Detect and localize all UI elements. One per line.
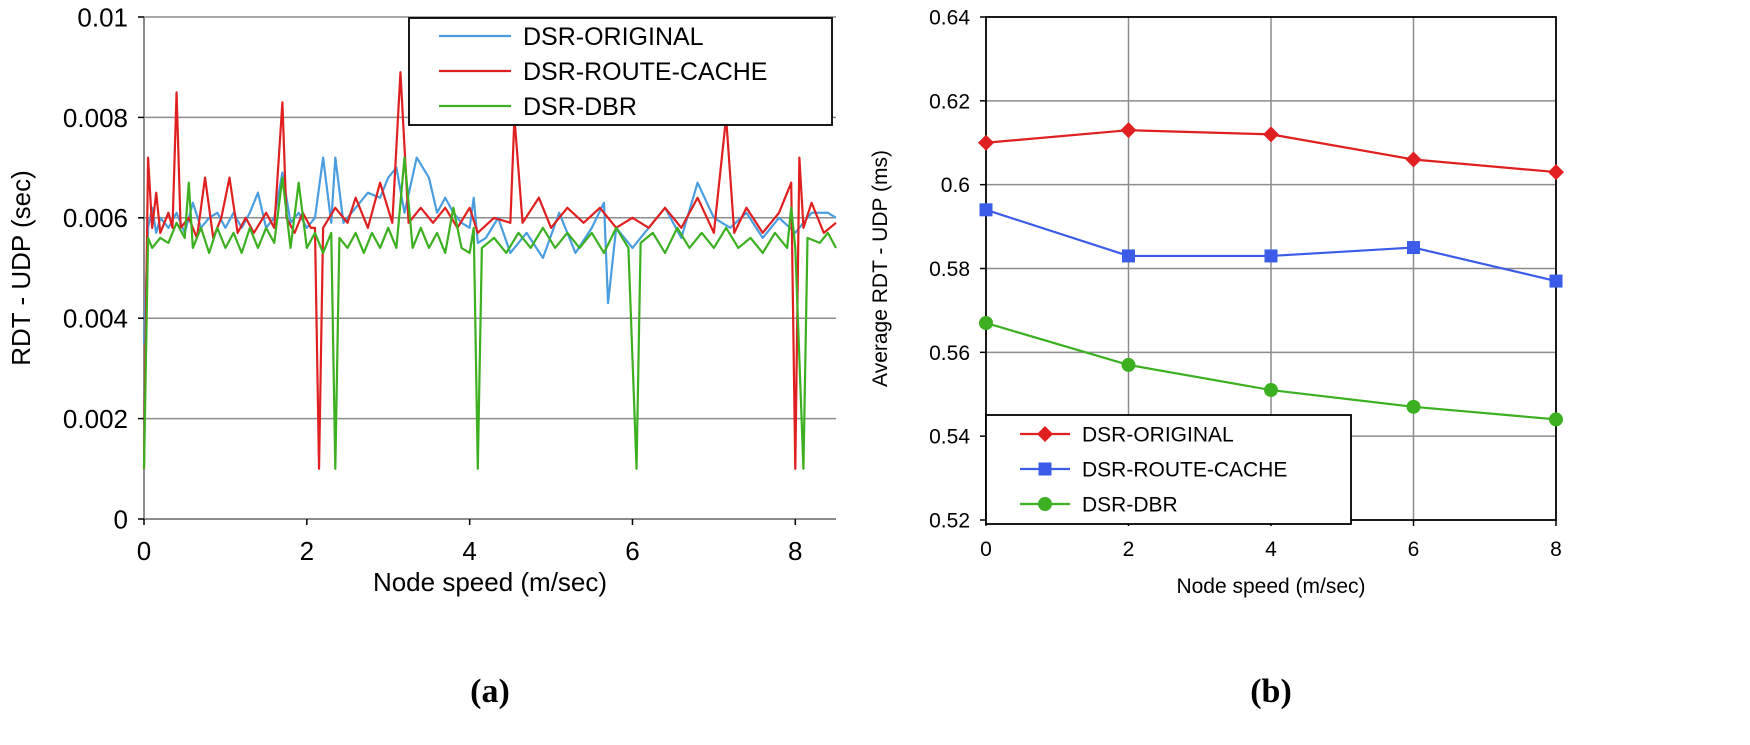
data-point — [1122, 249, 1135, 263]
panel-label: (a) — [470, 673, 510, 710]
legend-label: DSR-ORIGINAL — [523, 23, 704, 51]
legend-label: DSR-ORIGINAL — [1082, 424, 1234, 447]
x-tick-label: 8 — [1550, 538, 1562, 561]
y-tick-label: 0.56 — [929, 342, 970, 365]
y-axis-label: Average RDT - UDP (ms) — [869, 150, 892, 387]
x-tick-label: 2 — [1123, 538, 1135, 561]
legend-label: DSR-ROUTE-CACHE — [1082, 459, 1287, 482]
series-line-dsr-route-cache — [142, 71, 837, 470]
chart-b: 0 2 4 6 8 0.52 0.54 0.56 0.58 0.6 0.62 0.64 Node spe… — [869, 7, 1564, 710]
y-axis-label: RDT - UDP (sec) — [6, 170, 36, 366]
data-point — [1406, 399, 1421, 414]
y-tick-label: 0.58 — [929, 258, 970, 281]
panel-label: (b) — [1250, 673, 1292, 710]
data-point — [979, 315, 993, 330]
x-tick-label: 0 — [980, 538, 992, 561]
y-tick-label: 0.62 — [929, 90, 970, 113]
data-point — [1549, 274, 1563, 288]
data-point — [978, 134, 994, 151]
data-point — [979, 203, 993, 217]
y-tick-label: 0.54 — [929, 426, 970, 449]
legend-marker — [1038, 462, 1052, 476]
legend-label: DSR-ROUTE-CACHE — [523, 58, 767, 86]
data-point — [1548, 164, 1564, 181]
y-tick-label: 0 — [114, 504, 128, 534]
legend-label: DSR-DBR — [1082, 494, 1178, 517]
chart-a: 0 2 4 6 8 0 0.002 0.004 0.006 0.008 0.01 Node speed… — [6, 2, 837, 710]
y-tick-label: 0.008 — [63, 103, 128, 133]
data-point — [1405, 151, 1422, 168]
data-point — [1549, 412, 1563, 427]
x-tick-label: 8 — [788, 536, 802, 566]
series-line-dsr-dbr — [142, 156, 837, 470]
x-axis-label: Node speed (m/sec) — [373, 567, 607, 597]
data-point — [1121, 357, 1136, 372]
data-point — [1264, 383, 1278, 398]
y-tick-label: 0.006 — [63, 203, 128, 233]
x-tick-label: 6 — [625, 536, 639, 566]
y-tick-label: 0.004 — [63, 304, 128, 334]
data-point — [1263, 126, 1279, 143]
y-tick-label: 0.64 — [929, 7, 970, 30]
data-point — [1264, 249, 1278, 263]
legend-marker — [1038, 497, 1052, 511]
legend-label: DSR-DBR — [523, 93, 637, 121]
x-tick-label: 4 — [462, 536, 476, 566]
y-tick-label: 0.002 — [63, 404, 128, 434]
y-tick-label: 0.6 — [941, 174, 970, 197]
x-tick-label: 4 — [1265, 538, 1277, 561]
legend-marker — [1037, 426, 1053, 442]
x-tick-label: 2 — [300, 536, 314, 566]
y-tick-label: 0.01 — [77, 2, 128, 32]
y-tick-label: 0.52 — [929, 510, 970, 533]
x-tick-label: 6 — [1408, 538, 1420, 561]
x-axis-label: Node speed (m/sec) — [1176, 575, 1365, 598]
x-tick-label: 0 — [137, 536, 151, 566]
data-point — [1407, 241, 1420, 255]
data-point — [1120, 122, 1137, 139]
